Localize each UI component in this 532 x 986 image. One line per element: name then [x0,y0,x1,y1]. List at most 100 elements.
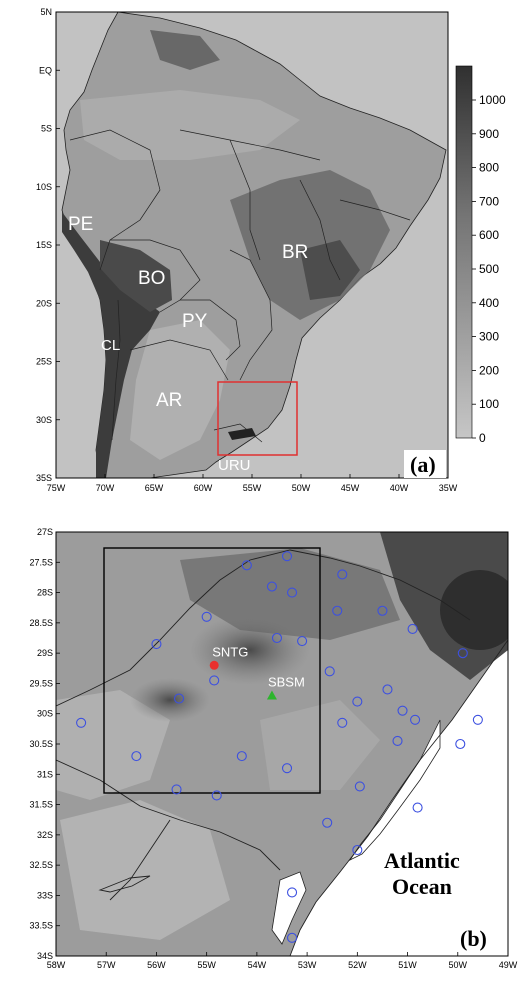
se-brazil-highs [300,240,360,300]
observation-point [382,684,393,695]
lat-tick-label: 35S [36,473,52,483]
panel-a-tag: (a) [410,452,436,477]
ocean-label-line-1: Atlantic [384,848,460,873]
west-hill [130,678,210,722]
observation-point [352,696,363,707]
borders-b [56,549,471,901]
station-marker-sntg [209,660,219,670]
observation-point [281,551,293,562]
observation-point [131,751,142,762]
inner-box [103,547,321,794]
andes-high-terrain [62,212,160,478]
label-ar: AR [156,390,182,411]
lat-tick-label: 30S [36,415,52,425]
label-py: PY [182,311,208,332]
lat-tick-label: 20S [36,298,52,308]
colorbar-tick-label: 900 [479,127,499,141]
colorbar-tick-label: 300 [479,330,499,344]
panel-b-lat-axis: 27S 27.5S 28S 28.5S 29S 29.5S 30S 30.5S 31S 31.5S… [29,527,60,961]
lat-tick-label: 28.5S [29,618,53,628]
lon-tick-label: 35W [439,483,458,493]
lon-tick-label: 40W [390,483,409,493]
observation-point [211,790,222,801]
lagoon [228,428,256,440]
observation-point [407,623,418,634]
panel-b-map: SNTG SBSM [56,532,508,956]
colorbar-tick-label: 100 [479,397,499,411]
observation-point [472,714,483,725]
label-pe: PE [68,214,93,235]
lon-tick-label: 54W [248,960,267,970]
colorbar-tick-label: 0 [479,431,486,445]
lon-tick-label: 55W [243,483,262,493]
observation-point [286,887,298,898]
observation-point [173,693,185,704]
central-hill [190,615,310,685]
colorbar-tick-label: 800 [479,161,499,175]
observation-point [171,784,182,795]
lat-tick-label: 33.5S [29,921,53,931]
observation-point [354,781,365,792]
observation-point [271,632,283,644]
lon-tick-label: 57W [97,960,116,970]
observation-point [337,717,348,728]
station-points [76,551,483,943]
lon-tick-label: 75W [47,483,66,493]
observation-point [76,717,87,728]
observation-point [236,751,247,762]
lon-tick-label: 51W [398,960,417,970]
colorbar-tick-label: 400 [479,296,499,310]
mirim-lagoon [271,871,307,945]
label-br: BR [282,242,308,263]
lon-tick-label: 58W [47,960,66,970]
observation-point [286,932,298,943]
colorbar-scale [455,65,473,439]
observation-point [322,817,333,828]
station-label-sbsm: SBSM [268,675,305,690]
observation-point [455,738,466,750]
lon-tick-label: 50W [292,483,311,493]
observation-point [412,802,423,813]
chaco-pampas [130,320,230,460]
guiana-highlands [150,30,220,70]
panel-a-lon-axis: 75W 70W 65W 60W 55W 50W 45W 40W 35W [47,474,458,493]
station-marker-sbsm [266,690,277,700]
lon-tick-label: 56W [147,960,166,970]
lat-tick-label: 5N [40,7,52,17]
panel-b-tag: (b) [460,926,487,951]
observation-point [151,639,162,650]
colorbar-tick-label: 500 [479,262,499,276]
lowland-south [60,800,230,940]
colorbar-tick-label: 600 [479,228,499,242]
observation-point [337,569,348,580]
observation-point [324,666,335,677]
lon-tick-label: 49W [499,960,518,970]
lon-tick-label: 55W [197,960,216,970]
lon-tick-label: 53W [298,960,317,970]
lon-tick-label: 65W [145,483,164,493]
observation-point [297,635,308,647]
lon-tick-label: 60W [194,483,213,493]
lat-tick-label: 33S [37,890,53,900]
panel-a-tag-bg [404,450,446,478]
observation-point [201,611,212,622]
lon-tick-label: 50W [449,960,468,970]
lat-tick-label: 32.5S [29,860,53,870]
lagoon-b [348,719,441,862]
lat-tick-label: 29S [37,648,53,658]
panel-a-map [56,12,448,478]
bolivian-plateau [100,240,172,312]
lat-tick-label: 25S [36,357,52,367]
lat-tick-label: 15S [36,240,52,250]
panel-a-lat-axis: 5N EQ 5S 10S 15S 20S 25S 30S 35S [36,7,60,483]
lat-tick-label: 30S [37,709,53,719]
lat-tick-label: 27.5S [29,557,53,567]
lat-tick-label: 27S [37,527,53,537]
lat-tick-label: 29.5S [29,678,53,688]
lat-tick-label: 32S [37,830,53,840]
observation-point [286,587,298,598]
observation-point [392,735,403,747]
